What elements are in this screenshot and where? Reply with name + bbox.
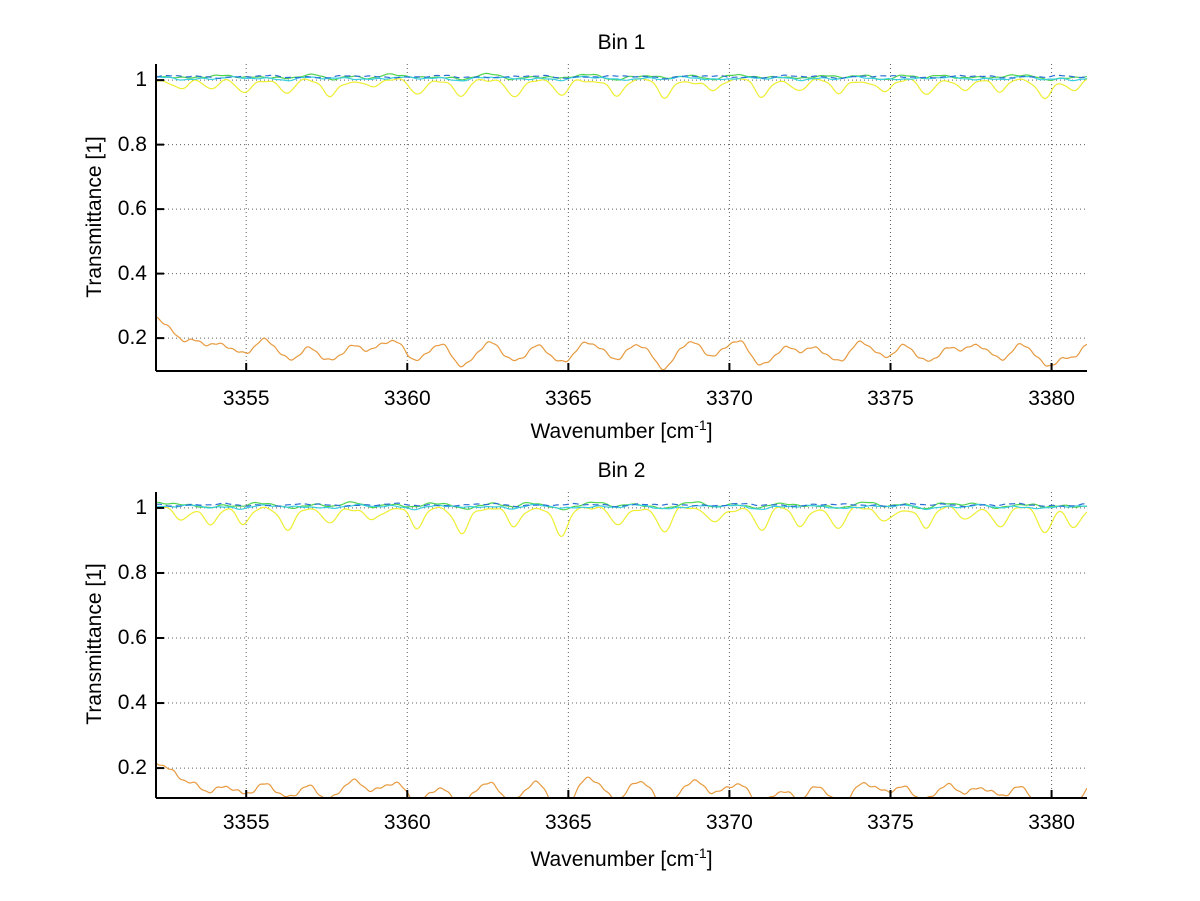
x-axis-label-close: ] bbox=[706, 420, 713, 443]
series-cyan bbox=[156, 75, 1087, 82]
y-tick-label: 0.8 bbox=[117, 132, 147, 156]
x-axis-label-text: Wavenumber [cm bbox=[530, 848, 695, 871]
x-tick-label: 3365 bbox=[544, 811, 592, 834]
x-tick-label: 3360 bbox=[383, 387, 431, 410]
series-yellow bbox=[156, 505, 1087, 537]
x-tick-label: 3370 bbox=[706, 387, 753, 410]
x-tick-label: 3380 bbox=[1028, 387, 1075, 410]
subplot2-y-axis-label: Transmittance [1] bbox=[83, 563, 106, 725]
subplot1-title: Bin 1 bbox=[597, 31, 646, 54]
x-axis-label-close: ] bbox=[706, 848, 713, 871]
y-tick-label: 0.4 bbox=[117, 691, 147, 715]
y-tick-label: 0.2 bbox=[117, 326, 147, 350]
y-tick-label: 0.4 bbox=[117, 261, 147, 285]
y-tick-label: 0.2 bbox=[117, 756, 147, 780]
x-tick-label: 3380 bbox=[1028, 811, 1075, 834]
y-tick-label: 1 bbox=[135, 495, 147, 519]
y-tick-label: 1 bbox=[135, 68, 147, 92]
x-axis-label-superscript: -1 bbox=[694, 417, 707, 433]
series-yellow bbox=[156, 77, 1087, 100]
series-orange bbox=[156, 762, 1087, 798]
series-blue bbox=[156, 74, 1087, 80]
subplot1-x-axis-label: Wavenumber [cm-1] bbox=[156, 417, 1087, 444]
x-tick-label: 3355 bbox=[222, 811, 270, 834]
subplot2-title: Bin 2 bbox=[597, 459, 646, 482]
x-tick-label: 3375 bbox=[867, 811, 914, 834]
subplot2-x-axis-label: Wavenumber [cm-1] bbox=[156, 845, 1087, 872]
x-tick-label: 3375 bbox=[867, 387, 914, 410]
y-tick-label: 0.6 bbox=[117, 197, 147, 221]
x-tick-label: 3355 bbox=[222, 387, 270, 410]
series-orange bbox=[156, 316, 1087, 371]
y-tick-label: 0.8 bbox=[117, 560, 147, 584]
x-axis-label-superscript: -1 bbox=[694, 845, 707, 861]
subplot1-y-axis-label: Transmittance [1] bbox=[83, 136, 106, 298]
y-tick-label: 0.6 bbox=[117, 626, 147, 649]
x-tick-label: 3360 bbox=[383, 811, 431, 834]
series-green bbox=[156, 501, 1087, 511]
x-axis-label-text: Wavenumber [cm bbox=[530, 420, 695, 443]
x-tick-label: 3370 bbox=[706, 811, 753, 834]
series-cyan bbox=[156, 503, 1087, 511]
series-blue bbox=[156, 502, 1087, 508]
x-tick-label: 3365 bbox=[544, 387, 592, 410]
